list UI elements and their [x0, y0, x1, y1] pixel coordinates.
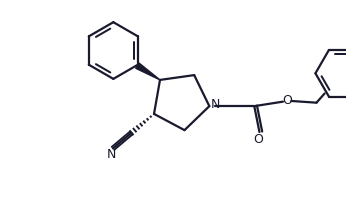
Polygon shape [136, 63, 160, 80]
Text: O: O [253, 133, 263, 146]
Text: N: N [211, 98, 220, 111]
Text: N: N [107, 148, 116, 161]
Text: O: O [282, 94, 292, 107]
